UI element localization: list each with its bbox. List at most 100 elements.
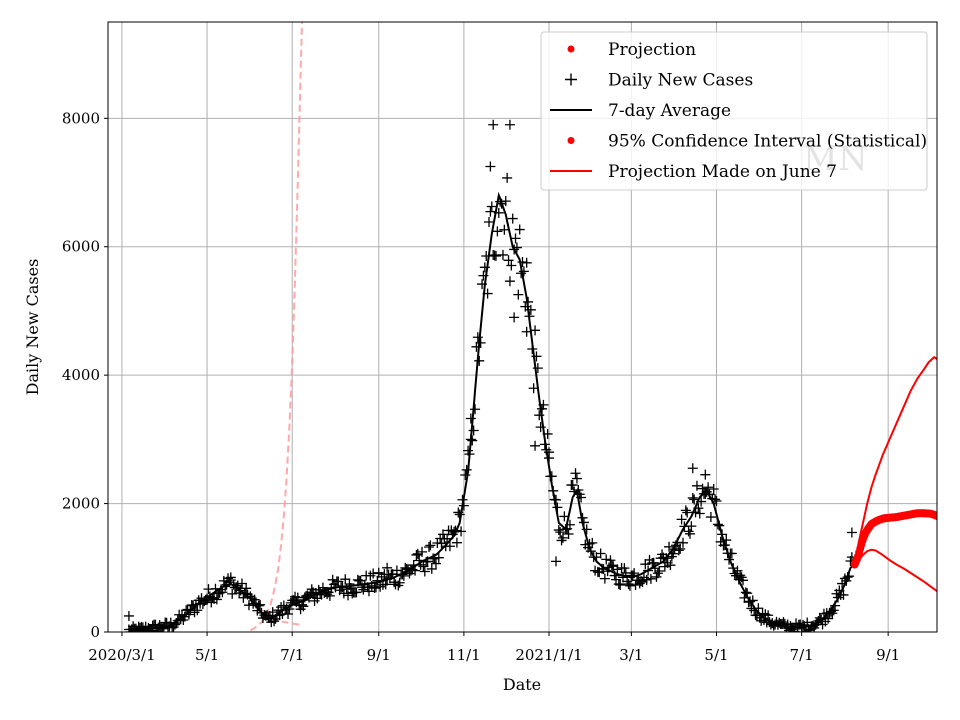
y-tick-label: 6000 [62,238,100,256]
daily-case-marker [689,494,700,505]
daily-case-marker [269,616,280,627]
daily-case-marker [684,528,695,539]
daily-case-marker [605,555,616,566]
legend-label: Daily New Cases [608,71,753,91]
y-tick-label: 4000 [62,366,100,384]
plot-frame [107,21,938,633]
y-tick-label: 8000 [62,109,100,127]
daily-case-marker [419,566,430,577]
june7-projection-line [245,22,303,632]
daily-case-marker [485,161,496,172]
daily-case-marker [570,468,581,479]
daily-case-marker [624,580,635,591]
daily-case-marker [426,563,437,574]
x-tick-label: 5/1 [704,646,728,664]
daily-case-marker [224,577,235,588]
daily-case-marker [363,586,374,597]
daily-case-marker [676,514,687,525]
daily-case-marker [340,574,351,585]
june7-lower-bound-line [261,611,304,626]
daily-case-marker [456,526,467,537]
daily-case-marker [673,545,684,556]
daily-case-marker [157,623,168,632]
daily-case-marker [499,224,510,235]
daily-case-marker [227,588,238,599]
daily-case-marker [211,594,222,605]
daily-case-marker [351,587,362,598]
daily-case-marker [368,568,379,579]
x-tick-label: 9/1 [876,646,900,664]
daily-case-marker [823,613,834,624]
daily-case-marker [530,440,541,451]
daily-case-marker [484,217,495,228]
june7-projection-layer [245,22,304,632]
daily-case-marker [486,201,497,212]
x-tick-label: 5/1 [195,646,219,664]
daily-case-marker [283,608,294,619]
daily-case-marker [470,404,481,415]
daily-case-marker [444,541,455,552]
daily-case-marker [763,610,774,621]
daily-case-marker [521,257,532,268]
axes: 2020/3/1 5/1 7/1 9/1 11/1 2021/1/1 3/1 5/1 7/1 9/… [62,109,900,664]
x-tick-label: 9/1 [367,646,391,664]
daily-case-marker [236,578,247,589]
daily-case-marker [437,529,448,540]
daily-case-marker [555,527,566,538]
daily-case-marker [225,572,236,583]
daily-case-marker [637,576,648,587]
daily-case-marker [708,483,719,494]
legend-plus-marker [565,73,577,86]
daily-case-marker [192,605,203,616]
daily-case-marker [571,473,582,484]
daily-case-marker [488,119,499,130]
daily-case-marker [460,470,471,481]
daily-case-marker [664,541,675,552]
daily-case-marker [556,535,567,546]
daily-case-marker [507,213,518,224]
daily-case-marker [243,600,254,611]
daily-cases-markers [123,119,857,632]
ci-upper-line [853,355,937,565]
daily-case-marker [461,464,472,475]
legend-label: Projection Made on June 7 [608,162,837,182]
daily-case-marker [333,576,344,587]
daily-case-marker [623,579,634,590]
daily-case-marker [472,332,483,343]
daily-case-marker [687,463,698,474]
daily-case-marker [550,556,561,567]
daily-case-marker [654,566,665,577]
ci-lower-line [853,548,937,593]
daily-case-marker [615,580,626,591]
daily-case-marker [485,206,496,217]
daily-case-marker [504,276,515,287]
daily-case-marker [382,562,393,573]
daily-case-marker [465,413,476,424]
daily-case-marker [705,512,716,523]
daily-case-marker [327,574,338,585]
daily-case-marker [619,563,630,574]
x-axis-label: Date [503,675,541,694]
daily-case-marker [599,573,610,584]
daily-case-marker [506,260,517,271]
seven-day-average-line [128,191,856,632]
daily-case-marker [497,249,508,260]
daily-case-marker [703,482,714,493]
daily-case-marker [691,480,702,491]
daily-case-marker [675,543,686,554]
daily-case-marker [241,583,252,594]
daily-case-marker [518,266,529,277]
daily-case-marker [640,559,651,570]
daily-case-marker [475,337,486,348]
daily-case-marker [846,527,857,538]
daily-case-marker [217,587,228,598]
daily-case-marker [798,619,809,630]
daily-case-marker [677,537,688,548]
daily-case-marker [324,590,335,601]
daily-case-marker [613,579,624,590]
legend-label: 7-day Average [608,101,731,121]
daily-case-marker [652,568,663,579]
y-tick-label: 0 [90,623,100,641]
daily-case-marker [468,425,479,436]
daily-case-marker [490,250,501,261]
